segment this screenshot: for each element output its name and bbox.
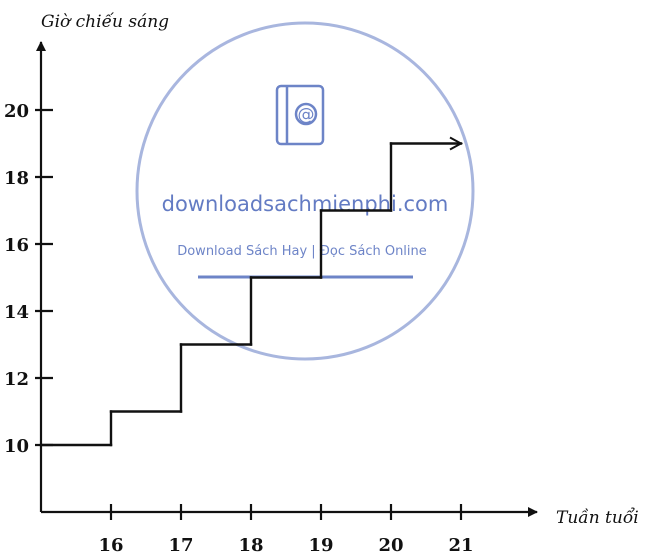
watermark: @ downloadsachmienphi.com Download Sách … xyxy=(135,21,475,361)
x-tick-label: 19 xyxy=(308,535,333,553)
svg-text:@: @ xyxy=(298,105,315,125)
y-ticks: 10 12 14 16 18 20 xyxy=(4,101,53,457)
x-tick-label: 18 xyxy=(238,535,263,553)
x-tick-label: 17 xyxy=(168,535,193,553)
y-tick-label: 10 xyxy=(4,436,29,457)
x-tick-label: 16 xyxy=(98,535,123,553)
x-ticks: 16 17 18 19 20 21 xyxy=(98,504,474,553)
watermark-subtitle: Download Sách Hay | Đọc Sách Online xyxy=(177,244,427,259)
x-axis-label: Tuần tuổi xyxy=(556,508,639,528)
x-tick-label: 20 xyxy=(378,535,403,553)
series-group xyxy=(39,144,461,447)
y-tick-label: 12 xyxy=(4,369,29,390)
y-axis-label: Giờ chiếu sáng xyxy=(41,12,169,32)
x-tick-label: 21 xyxy=(448,535,473,553)
watermark-ring xyxy=(135,21,475,361)
notebook-icon: @ xyxy=(275,84,325,146)
y-tick-label: 18 xyxy=(4,168,29,189)
y-tick-label: 14 xyxy=(4,302,29,323)
watermark-title: downloadsachmienphi.com xyxy=(162,192,449,216)
y-tick-label: 16 xyxy=(4,235,29,256)
y-tick-label: 20 xyxy=(4,101,29,122)
